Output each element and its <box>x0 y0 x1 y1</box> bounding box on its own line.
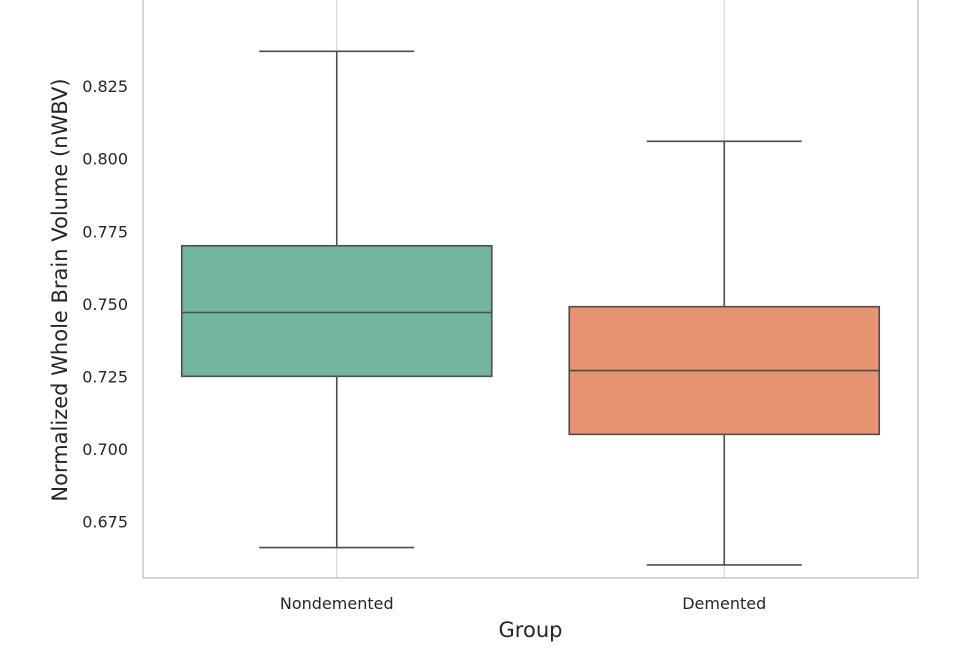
box-layer <box>180 50 881 566</box>
box-group-demented <box>568 140 881 566</box>
y-tick-label: 0.800 <box>82 150 128 169</box>
y-tick-label: 0.700 <box>82 440 128 459</box>
plot-frame <box>142 0 919 579</box>
y-tick-label: 0.750 <box>82 295 128 314</box>
x-tick-labels: Nondemented Demented <box>280 594 766 613</box>
y-tick-label: 0.675 <box>82 512 128 531</box>
box-group-nondemented <box>180 50 493 549</box>
x-tick-label: Demented <box>682 594 766 613</box>
x-tick-label: Nondemented <box>280 594 394 613</box>
y-tick-label: 0.825 <box>82 77 128 96</box>
y-tick-labels: 0.675 0.700 0.725 0.750 0.775 0.800 0.825 <box>82 77 128 531</box>
x-axis-title: Group <box>499 618 563 642</box>
y-axis-title: Normalized Whole Brain Volume (nWBV) <box>48 78 72 501</box>
iqr-box <box>180 244 493 378</box>
y-tick-label: 0.775 <box>82 222 128 241</box>
y-tick-label: 0.725 <box>82 367 128 386</box>
